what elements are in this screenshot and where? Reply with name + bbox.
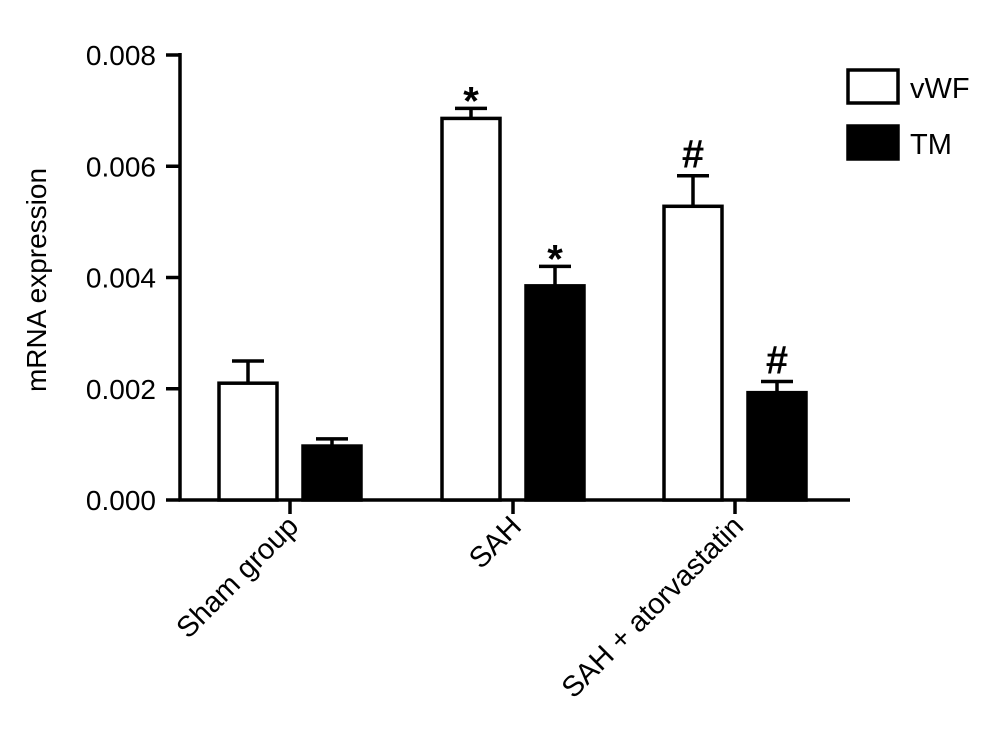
bar-tm-0	[301, 444, 363, 502]
y-tick-label: 0.006	[86, 151, 156, 182]
bar-vwf-1	[440, 116, 502, 502]
significance-marker: #	[682, 133, 704, 177]
legend-label: TM	[910, 129, 952, 161]
bars	[217, 106, 808, 502]
legend: vWF TM	[846, 68, 970, 161]
y-tick-label: 0.008	[86, 40, 156, 71]
significance-marker: *	[463, 79, 479, 123]
legend-swatch-tm	[846, 124, 900, 161]
significance-marker: #	[766, 339, 788, 383]
category-label: SAH + atorvastatin	[556, 510, 750, 704]
legend-label: vWF	[910, 73, 970, 105]
bar-tm-1	[524, 284, 586, 502]
category-label: SAH	[463, 510, 528, 575]
axes: 0.000 0.002 0.004 0.006 0.008 mRNA expression	[21, 40, 850, 516]
y-tick-label: 0.002	[86, 374, 156, 405]
category-label: Sham group	[171, 510, 305, 644]
y-axis-label: mRNA expression	[21, 168, 52, 392]
legend-swatch-vwf	[846, 68, 900, 105]
bar-vwf-0	[217, 381, 279, 502]
bar-vwf-2	[662, 204, 724, 502]
bar-tm-2	[746, 390, 808, 502]
y-tick-label: 0.004	[86, 263, 156, 294]
y-tick-label: 0.000	[86, 485, 156, 516]
significance-marker: *	[547, 237, 563, 281]
